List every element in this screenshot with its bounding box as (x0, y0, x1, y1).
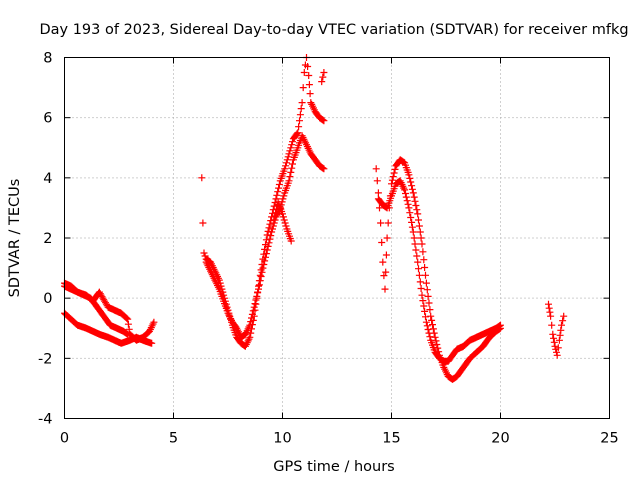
y-tick-label: -4 (38, 412, 52, 428)
y-tick-label: -2 (38, 351, 52, 367)
data-marker-path (198, 54, 328, 350)
x-tick-label: 25 (600, 431, 618, 447)
series-arc-4 (545, 300, 568, 359)
plot-frame (64, 57, 610, 419)
series-arc-2b (202, 132, 328, 341)
x-tick-label: 0 (60, 431, 69, 447)
x-axis-label: GPS time / hours (273, 459, 394, 475)
tick-labels: 0 5 10 15 20 25 -4 -2 0 2 4 6 8 (38, 51, 619, 447)
y-tick-label: 0 (43, 291, 52, 307)
data-marker-path (545, 300, 568, 359)
chart-title: Day 193 of 2023, Sidereal Day-to-day VTE… (39, 22, 628, 38)
data-marker-path (372, 156, 504, 383)
data-marker-path (61, 309, 156, 347)
series-arc-3b (374, 177, 504, 365)
series-arc-1c (61, 279, 132, 338)
data-marker-path (202, 132, 328, 341)
series-arc-2a (198, 54, 328, 350)
x-tick-label: 15 (382, 431, 400, 447)
x-tick-label: 10 (273, 431, 291, 447)
x-tick-label: 20 (491, 431, 509, 447)
y-tick-label: 6 (43, 111, 52, 127)
series-arc-2d (318, 69, 328, 86)
y-tick-label: 4 (43, 171, 52, 187)
data-points (61, 54, 568, 383)
series-arc-2c (270, 198, 295, 245)
data-marker-path (374, 177, 504, 365)
x-tick-label: 5 (169, 431, 178, 447)
y-tick-label: 2 (43, 231, 52, 247)
data-marker-path (270, 198, 295, 245)
series-arc-3a (372, 156, 504, 383)
data-marker-path (61, 279, 132, 338)
data-marker-path (318, 69, 328, 86)
grid-lines (64, 57, 610, 419)
y-tick-label: 8 (43, 51, 52, 67)
series-arc-1b (61, 309, 156, 347)
y-axis-label: SDTVAR / TECUs (7, 179, 23, 298)
